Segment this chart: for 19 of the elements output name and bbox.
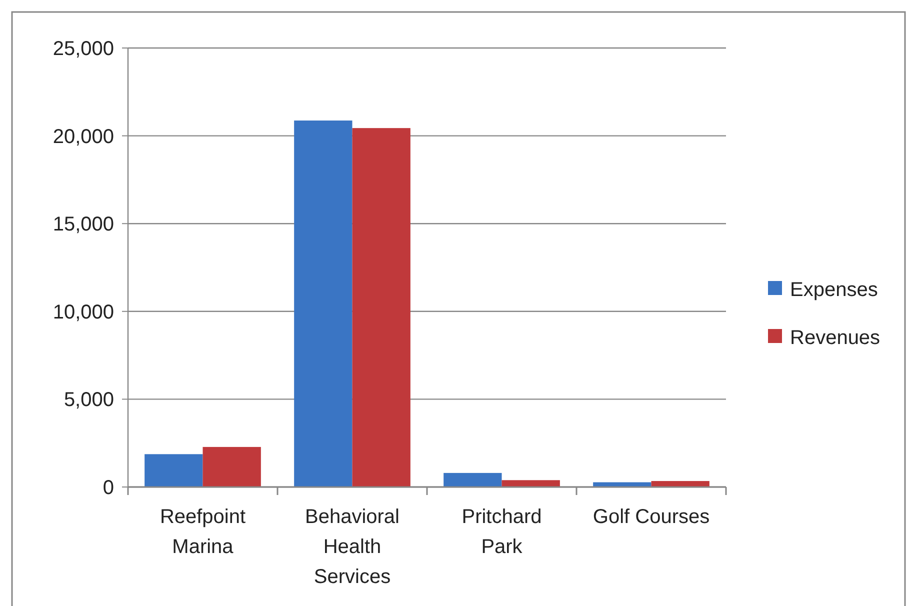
legend-label: Revenues (790, 327, 880, 349)
y-tick-label: 20,000 (52, 126, 114, 148)
bar (502, 480, 560, 487)
bar (444, 472, 502, 487)
x-tick-label: Golf Courses (592, 506, 710, 528)
legend-label: Expenses (790, 279, 878, 301)
y-tick-label: 5,000 (64, 389, 114, 412)
bar (352, 128, 410, 487)
bar (651, 481, 710, 487)
bar (144, 454, 203, 487)
y-tick-label: 0 (102, 477, 114, 499)
x-tick-label: Pritchard Park (462, 506, 542, 558)
x-tick-label: Behavioral Health Services (304, 506, 400, 588)
y-tick-label: 10,000 (52, 301, 114, 324)
x-tick-label: Reefpoint Marina (160, 506, 246, 558)
y-tick-label: 15,000 (52, 214, 114, 236)
y-tick-label: 25,000 (52, 38, 114, 60)
bar (294, 120, 352, 487)
bar (202, 446, 261, 487)
